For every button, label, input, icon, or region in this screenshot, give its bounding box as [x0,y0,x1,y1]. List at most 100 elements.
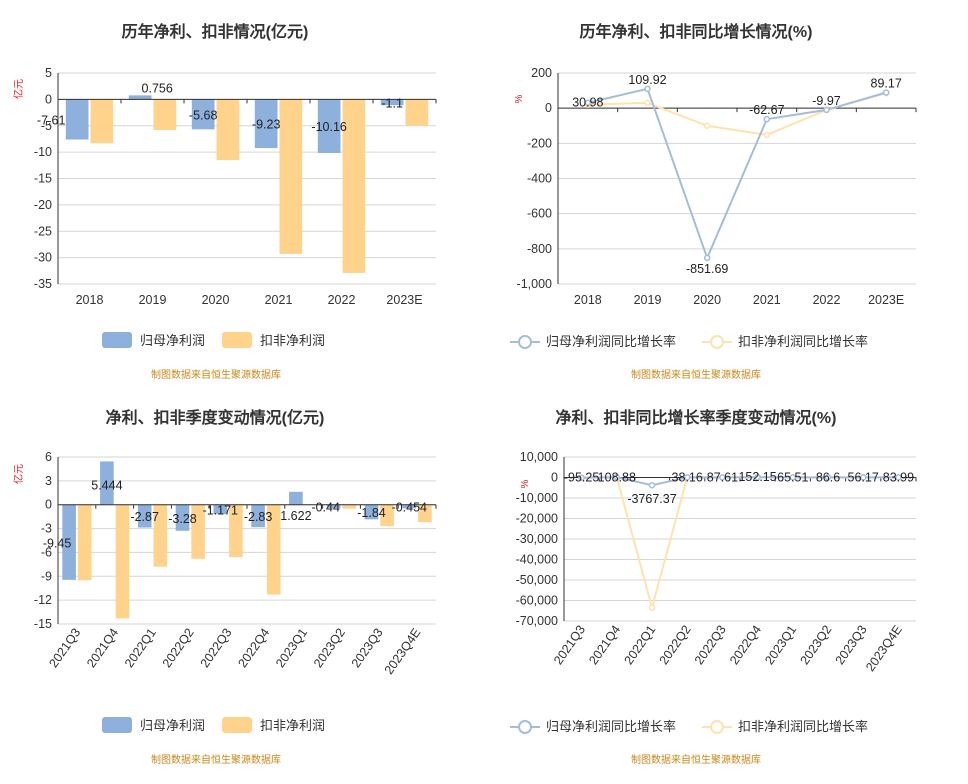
point-series1 [882,89,890,96]
data-label: 89.17 [871,76,902,90]
y-tick-label: 3 [45,474,52,488]
data-source-note: 制图数据来自恒生聚源数据库 [631,753,761,766]
bar-series2 [279,99,303,254]
data-label: -1.1 [381,96,403,110]
y-tick-label: -200 [527,136,552,150]
bar-series1 [254,99,278,149]
x-tick-label: 2021 [265,293,293,307]
data-label: 86.6 [816,470,840,484]
data-label: -9.97 [812,94,841,108]
legend[interactable]: 归母净利润 扣非净利润 [102,332,325,348]
chart-title: 历年净利、扣非同比增长情况(%) [580,22,813,41]
x-tick-label: 2018 [76,293,104,307]
y-tick-label: 10,000 [520,450,558,464]
point-series1 [789,474,797,481]
point-series1 [703,254,711,262]
bar-series1 [62,504,76,580]
bar-series2 [153,504,168,567]
x-tick-label: 2022 [328,293,356,307]
data-label: -0.44 [311,500,340,514]
point-series1 [763,115,771,123]
data-label: 38.16 [672,470,703,484]
x-tick-label: 2023Q4E [863,623,905,674]
y-axis-unit: 亿元 [12,79,25,99]
y-tick-label: -15 [34,172,52,186]
x-tick-label: 2022Q1 [621,623,658,668]
data-label: 1.622 [280,509,311,523]
legend[interactable]: 归母净利润同比增长率 扣非净利润同比增长率 [510,334,868,349]
bar-series2 [380,504,394,527]
data-label: -1.171 [203,503,238,517]
y-tick-label: -3 [41,522,52,536]
point-series1 [644,85,651,93]
x-tick-label: 2022Q4 [235,626,272,671]
y-tick-label: -10,000 [516,491,558,505]
x-tick-label: 2020 [202,293,230,307]
legend-swatch-orange [222,332,252,348]
point-series1 [719,474,726,481]
bar-series2 [90,99,114,144]
data-label: -1.84 [357,506,386,520]
bar-series1 [317,99,341,153]
legend[interactable]: 归母净利润 扣非净利润 [102,717,325,733]
data-label: 83.99 [883,470,914,484]
legend[interactable]: 归母净利润同比增长率 扣非净利润同比增长率 [510,719,868,734]
point-series1 [584,99,592,106]
data-label: 30.98 [572,96,603,110]
point-series2 [648,604,656,611]
legend-swatch-blue [102,332,132,348]
bar-series1 [213,504,228,515]
line-series2 [587,92,887,136]
y-tick-label: -5 [41,119,52,133]
data-source-note: 制图数据来自恒生聚源数据库 [151,368,281,381]
x-tick-label: 2021Q4 [586,623,623,668]
legend-label-series2: 扣非净利润 [260,718,325,733]
y-axis-unit: % [514,94,525,103]
point-series1 [683,474,691,481]
y-tick-label: -70,000 [516,614,558,628]
data-label: -3767.37 [627,492,676,506]
bar-series1 [402,504,417,509]
x-tick-label: 2023Q1 [762,623,799,668]
y-tick-label: -800 [527,242,552,256]
point-series1 [578,474,585,481]
y-tick-label: -20 [34,198,52,212]
x-tick-label: 2023E [386,293,422,307]
data-label: -7.61 [37,113,66,127]
point-series1 [859,474,867,481]
legend-label-series2: 扣非净利润同比增长率 [738,334,868,349]
bar-series2 [216,99,240,161]
y-tick-label: -12 [34,593,52,607]
y-axis-unit: 亿元 [12,464,25,484]
plot-area: 200 0 -200 -400 -600 -800 -1,000 30.98 109.92 -85… [517,66,917,307]
data-label: 108.88 [598,470,636,484]
data-label: -95.25 [564,471,599,485]
legend-label-series2: 扣非净利润同比增长率 [738,719,868,734]
y-tick-label: 200 [531,66,552,80]
data-label: 152.15 [738,470,776,484]
legend-swatch-blue [102,717,132,733]
bar-series2 [266,504,281,595]
point-series2 [763,131,771,139]
chart-title: 净利、扣非同比增长率季度变动情况(%) [556,408,837,427]
bar-series2 [405,99,429,126]
x-tick-label: 2021 [753,293,781,307]
x-tick-label: 2022Q3 [692,623,729,668]
x-tick-label: 2021Q4 [84,626,121,671]
bar-series1 [289,491,303,505]
x-tick-label: 2019 [634,293,662,307]
y-tick-label: -400 [527,172,552,186]
y-tick-label: -30,000 [516,532,558,546]
x-tick-label: 2019 [139,293,167,307]
y-tick-label: -35 [34,277,52,291]
bar-series2 [191,504,205,559]
x-tick-label: 2018 [574,293,602,307]
point-series1 [824,474,832,481]
legend-marker-blue [518,720,532,734]
data-label: -5.68 [189,108,218,122]
data-label: -851.69 [686,262,728,276]
chart-annual-profit: 历年净利、扣非情况(亿元) 亿元 5 0 -5 -10 -15 -20 -25 -30 -35 -… [12,22,437,381]
y-tick-label: -20,000 [516,512,558,526]
point-series1 [895,474,902,481]
data-source-note: 制图数据来自恒生聚源数据库 [631,368,761,381]
